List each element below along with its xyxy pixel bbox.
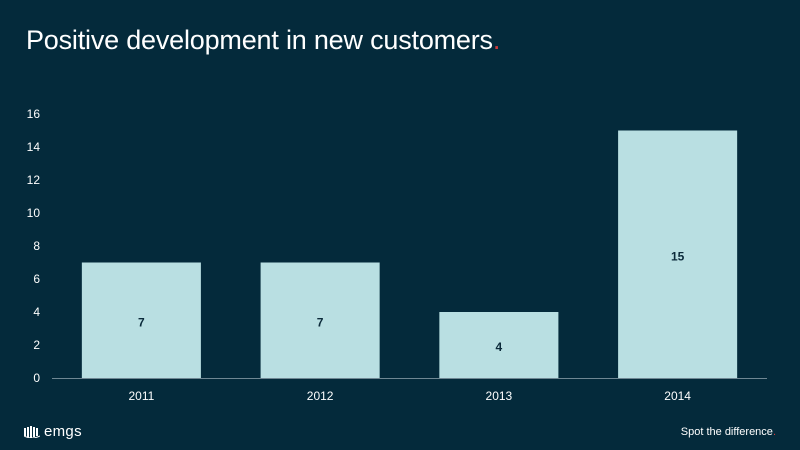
- y-tick-label: 6: [33, 272, 40, 286]
- y-tick-label: 0: [33, 371, 40, 385]
- y-tick-label: 2: [33, 338, 40, 352]
- x-tick-label: 2012: [307, 389, 334, 403]
- logo-text: emgs: [44, 423, 82, 440]
- y-axis: 0 2 4 6 8 10 12 14 16: [27, 107, 41, 385]
- y-tick-label: 12: [27, 173, 41, 187]
- x-tick-label: 2011: [128, 389, 154, 403]
- bars: [81, 130, 738, 378]
- data-label: 4: [496, 340, 503, 354]
- y-tick-label: 4: [33, 305, 40, 319]
- page-title-text: Positive development in new customers: [26, 25, 493, 55]
- tagline: Spot the difference.: [681, 425, 776, 439]
- data-label: 7: [138, 315, 145, 329]
- emgs-logo: emgs: [24, 424, 82, 440]
- tagline-accent-dot: .: [772, 426, 776, 438]
- bar-2011: [81, 262, 201, 378]
- y-tick-label: 10: [27, 206, 41, 220]
- tagline-text: Spot the difference: [680, 426, 773, 438]
- x-tick-label: 2014: [664, 389, 691, 403]
- x-axis: 2011 2012 2013 2014: [128, 389, 691, 403]
- bar-2014: [618, 130, 738, 378]
- data-label: 15: [671, 249, 685, 263]
- x-tick-label: 2013: [486, 389, 513, 403]
- y-tick-label: 8: [33, 239, 40, 253]
- data-labels: 7 7 4 15: [138, 249, 685, 354]
- y-tick-label: 16: [27, 107, 41, 121]
- emgs-logo-mark-icon: [24, 426, 40, 438]
- bar-2012: [260, 262, 380, 378]
- title-accent-dot: .: [492, 25, 501, 55]
- bar-2013: [439, 312, 559, 378]
- y-tick-label: 14: [27, 140, 41, 154]
- page-title: Positive development in new customers.: [26, 22, 500, 58]
- data-label: 7: [317, 315, 324, 329]
